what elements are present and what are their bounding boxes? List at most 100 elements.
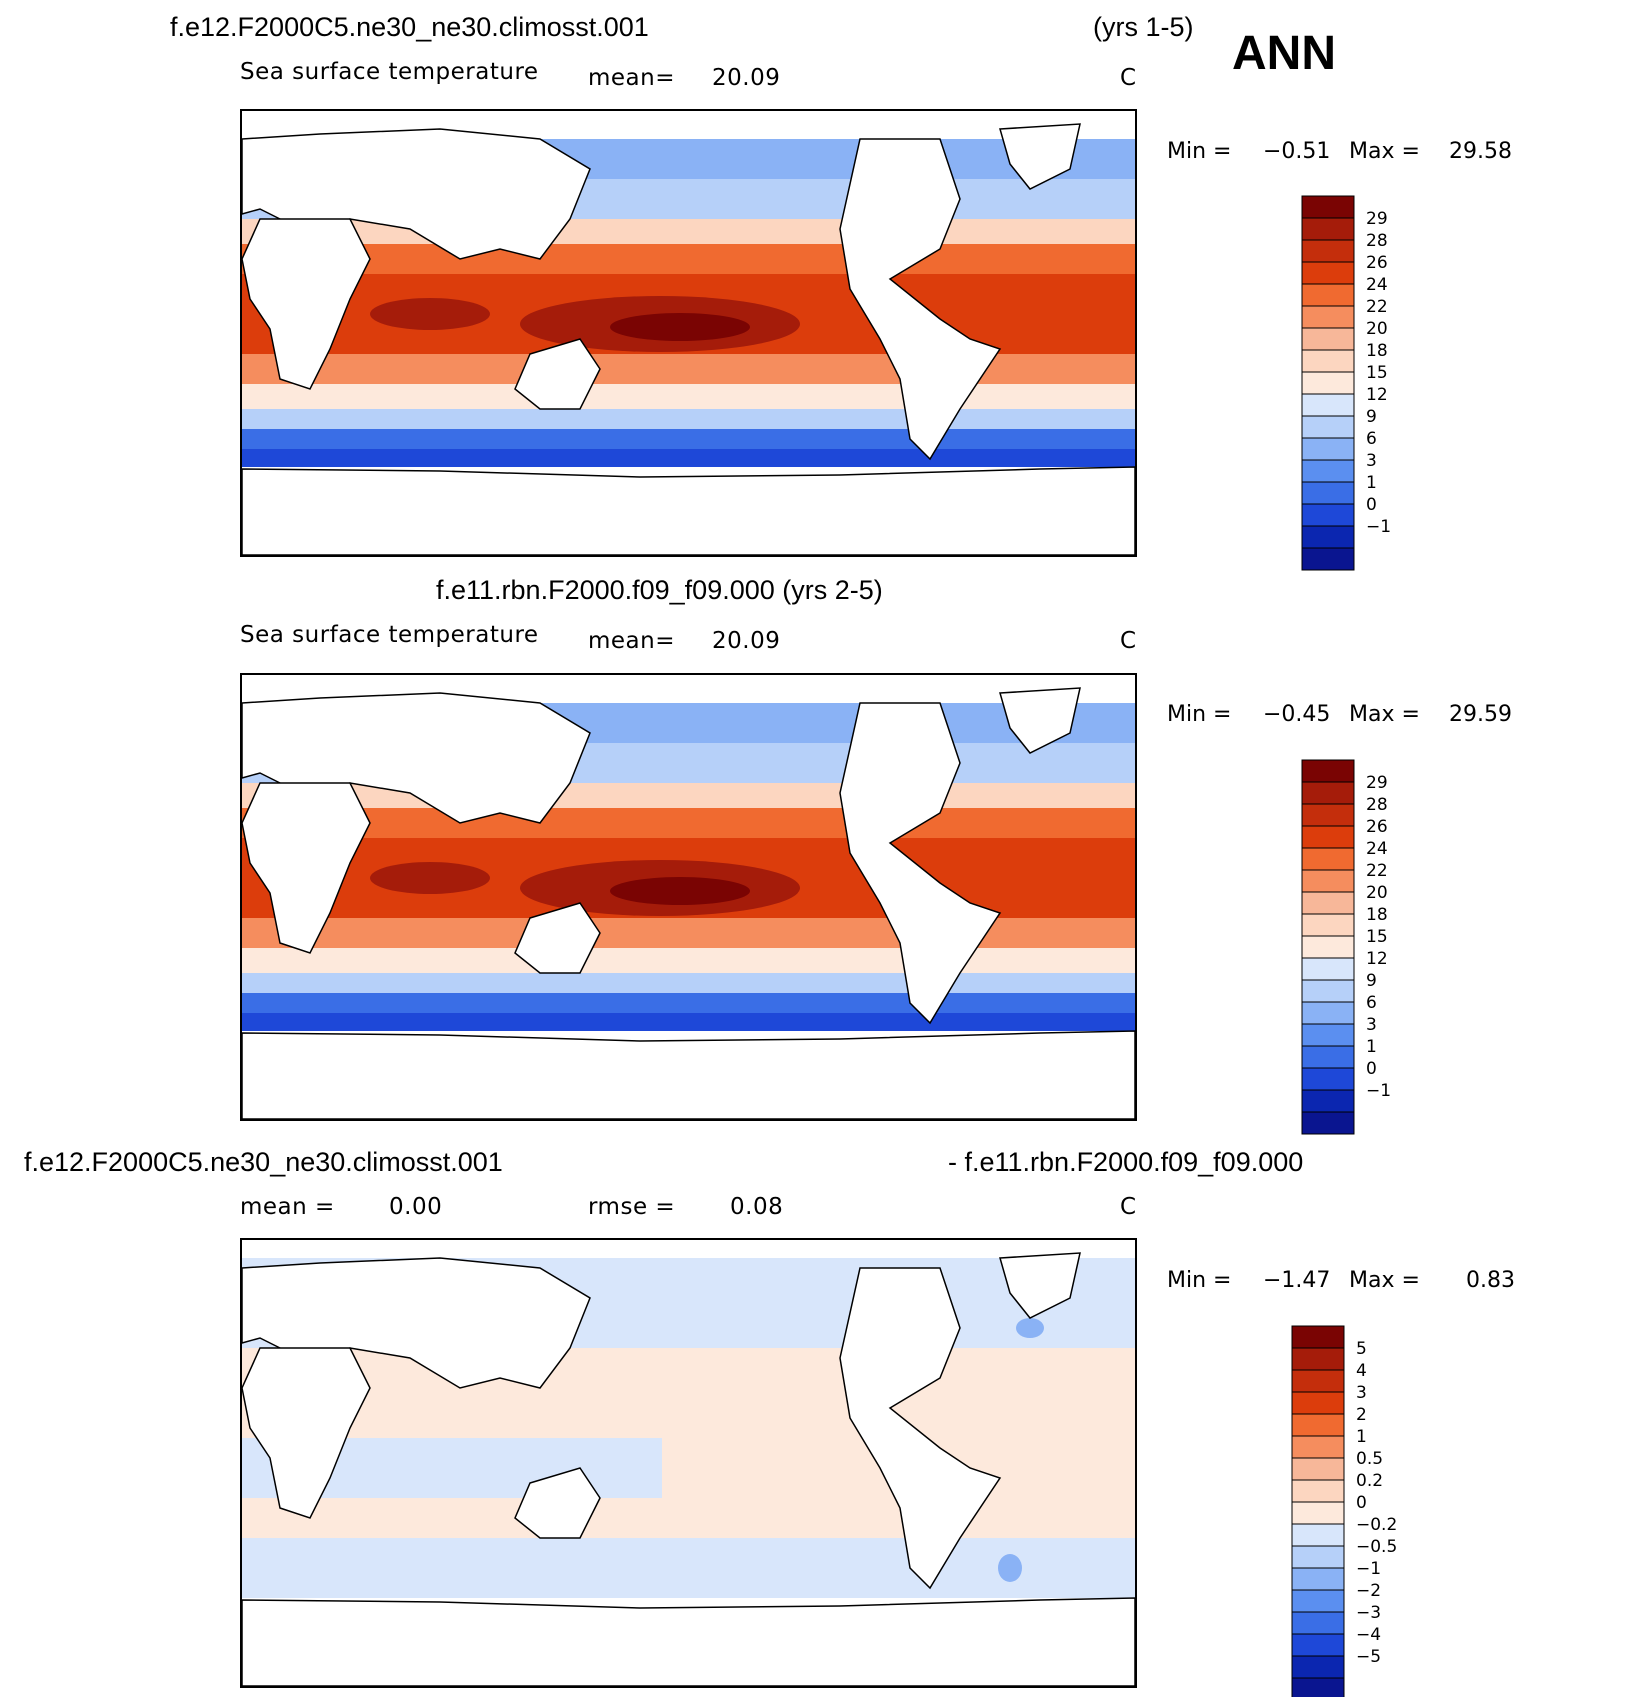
colorbar-swatch (1301, 547, 1355, 571)
panel2-mean-label: mean= (588, 628, 675, 654)
colorbar-swatch (1301, 1001, 1355, 1025)
band-southern-ocean (242, 993, 1135, 1013)
colorbar-tick-label: 28 (1366, 231, 1388, 251)
band-antarctic-edge (242, 449, 1135, 467)
panel1-years: (yrs 1-5) (1093, 12, 1194, 42)
colorbar-tick-label: 29 (1366, 209, 1388, 229)
colorbar-swatch (1301, 305, 1355, 329)
colorbar-swatch (1301, 935, 1355, 959)
continent-africa (241, 218, 371, 390)
continent-greenland (999, 687, 1081, 754)
warm-pool-core (610, 877, 750, 905)
colorbar-tick-label: 5 (1356, 1339, 1367, 1359)
panel3-rmse-value: 0.08 (730, 1194, 784, 1220)
continent-americas (839, 138, 1002, 461)
panel3-max-value: 0.83 (1466, 1268, 1515, 1293)
colorbar-tick-label: 0 (1356, 1493, 1367, 1513)
panel3-min-label: Min = (1167, 1268, 1232, 1293)
sst-map-1-svg (240, 109, 1137, 557)
colorbar-swatch (1301, 1023, 1355, 1047)
colorbar-tick-label: 4 (1356, 1361, 1367, 1381)
band-antarctic-edge (242, 1013, 1135, 1031)
colorbar-swatch (1301, 503, 1355, 527)
continent-antarctica (241, 1597, 1136, 1687)
panel3-rmse-label: rmse = (588, 1194, 676, 1220)
colorbar-swatch (1291, 1347, 1345, 1371)
colorbar-tick-label: 1 (1356, 1427, 1367, 1447)
indian-warm (370, 298, 490, 330)
colorbar-swatch (1301, 869, 1355, 893)
panel3-units: C (1120, 1194, 1137, 1220)
colorbar-swatch (1291, 1501, 1345, 1525)
colorbar-tick-label: −1 (1366, 517, 1391, 537)
colorbar-swatch (1301, 1111, 1355, 1135)
colorbar-tick-label: 0 (1366, 495, 1377, 515)
panel1-min-value: −0.51 (1263, 139, 1331, 164)
colorbar-swatch (1291, 1369, 1345, 1393)
panel2-variable: Sea surface temperature (240, 622, 539, 648)
diff-blob-falklands (998, 1554, 1022, 1582)
band-north-trop (242, 808, 1135, 838)
colorbar-swatch (1291, 1589, 1345, 1613)
panel3-title-left: f.e12.F2000C5.ne30_ne30.climosst.001 (24, 1147, 503, 1177)
colorbar-swatch (1301, 1045, 1355, 1069)
colorbar-swatch (1301, 781, 1355, 805)
colorbar-swatch (1301, 1089, 1355, 1113)
panel2-units: C (1120, 628, 1137, 654)
diff-band-south (242, 1498, 1135, 1538)
colorbar-swatch (1291, 1435, 1345, 1459)
continent-greenland (999, 1252, 1081, 1319)
colorbar-tick-label: 1 (1366, 1037, 1377, 1057)
panel1-mean-value: 20.09 (712, 65, 781, 91)
colorbar-tick-label: 20 (1366, 319, 1388, 339)
colorbar-swatch (1291, 1633, 1345, 1657)
colorbar-swatch (1301, 459, 1355, 483)
colorbar-tick-label: 2 (1356, 1405, 1367, 1425)
colorbar-swatch (1301, 481, 1355, 505)
colorbar-tick-label: 0.5 (1356, 1449, 1383, 1469)
continent-eurasia (241, 128, 591, 260)
continent-greenland (999, 123, 1081, 190)
colorbar-tick-label: −4 (1356, 1625, 1381, 1645)
colorbar-swatch (1291, 1611, 1345, 1635)
panel3-title-right: - f.e11.rbn.F2000.f09_f09.000 (948, 1147, 1304, 1177)
colorbar-panel-2: 29 28 26 24 22 20 18 15 12 9 6 3 1 0 −1 (1300, 759, 1410, 1135)
colorbar-swatch (1291, 1479, 1345, 1503)
panel1-max-label: Max = (1349, 139, 1420, 164)
colorbar-swatch (1301, 913, 1355, 937)
panel2-min-label: Min = (1167, 702, 1232, 727)
colorbar-swatch (1301, 891, 1355, 915)
sst-diff-map-svg (240, 1238, 1137, 1688)
colorbar-swatch (1291, 1677, 1345, 1697)
colorbar-panel-1: 29 28 26 24 22 20 18 15 12 9 6 3 1 0 −1 (1300, 195, 1410, 571)
continent-eurasia (241, 692, 591, 824)
colorbar-tick-label: 26 (1366, 817, 1388, 837)
panel1-mean-label: mean= (588, 65, 675, 91)
panel2-title: f.e11.rbn.F2000.f09_f09.000 (yrs 2-5) (436, 575, 883, 605)
continent-americas (839, 702, 1002, 1025)
colorbar-tick-label: 9 (1366, 971, 1377, 991)
colorbar-swatch (1301, 195, 1355, 219)
continent-africa (241, 1347, 371, 1519)
band-south-sub (242, 354, 1135, 384)
colorbar-tick-label: −3 (1356, 1603, 1381, 1623)
sst-map-panel-2 (240, 673, 1137, 1121)
panel1-min-label: Min = (1167, 139, 1232, 164)
continent-australia (514, 902, 601, 974)
colorbar-tick-label: −0.5 (1356, 1537, 1397, 1557)
colorbar-tick-label: 3 (1356, 1383, 1367, 1403)
colorbar-tick-label: 9 (1366, 407, 1377, 427)
colorbar-swatch (1301, 239, 1355, 263)
colorbar-tick-label: 3 (1366, 1015, 1377, 1035)
colorbar-swatch (1291, 1413, 1345, 1437)
season-label: ANN (1232, 27, 1336, 80)
colorbar-swatch (1291, 1523, 1345, 1547)
colorbar-tick-label: −1 (1356, 1559, 1381, 1579)
colorbar-swatch (1301, 371, 1355, 395)
panel1-variable: Sea surface temperature (240, 59, 539, 85)
colorbar-swatch (1301, 349, 1355, 373)
colorbar-swatch (1301, 759, 1355, 783)
colorbar-swatch (1301, 957, 1355, 981)
